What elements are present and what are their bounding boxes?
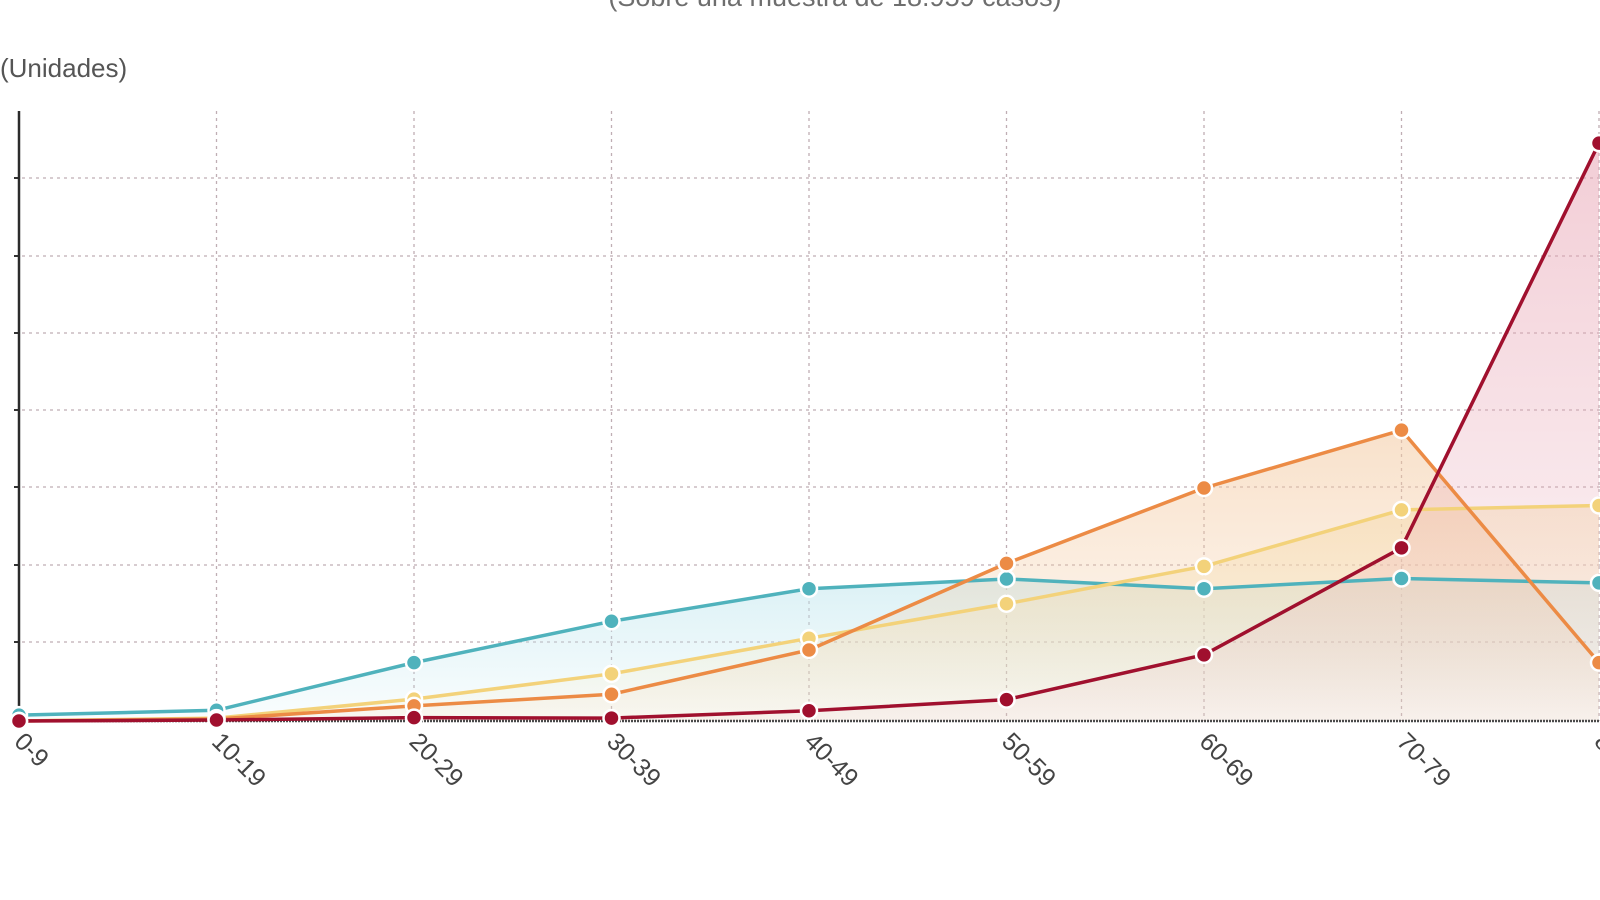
series-point-0-8 xyxy=(1589,573,1600,593)
x-tick-label-7: 70-79 xyxy=(1391,727,1456,792)
x-tick-label-2: 20-29 xyxy=(404,727,469,792)
y-unit-label: (Unidades) xyxy=(0,53,127,83)
series-point-0-6 xyxy=(1194,579,1214,598)
series-point-3-3 xyxy=(602,708,621,728)
axes xyxy=(14,111,1600,723)
series-point-3-7 xyxy=(1392,538,1411,558)
series-point-2-8 xyxy=(1589,653,1600,672)
x-tick-label-8: 80 xyxy=(1589,727,1600,766)
x-tick-label-6: 60-69 xyxy=(1194,727,1259,792)
series-point-1-6 xyxy=(1194,557,1214,576)
x-tick-label-5: 50-59 xyxy=(996,727,1061,792)
series-point-3-4 xyxy=(799,701,819,721)
series-point-2-7 xyxy=(1392,420,1411,440)
x-tick-labels: 0-9 10-19 20-29 30-39 40-49 50-59 60-69 70-79 80 xyxy=(9,727,1600,792)
series-point-0-7 xyxy=(1392,569,1411,588)
series-point-3-6 xyxy=(1194,645,1214,665)
series-points xyxy=(9,133,1600,731)
series-point-0-4 xyxy=(799,579,819,598)
series-point-2-4 xyxy=(799,640,819,660)
series-point-3-2 xyxy=(404,708,424,727)
x-tick-label-0: 0-9 xyxy=(9,727,54,772)
x-tick-label-1: 10-19 xyxy=(206,727,271,792)
series-point-3-8 xyxy=(1589,133,1600,153)
series-point-0-5 xyxy=(997,569,1016,589)
series-point-1-8 xyxy=(1589,496,1600,515)
series-area-3 xyxy=(19,143,1599,721)
series-point-0-3 xyxy=(602,612,621,631)
series-point-2-5 xyxy=(997,554,1016,573)
x-tick-label-4: 40-49 xyxy=(799,727,864,792)
series-point-1-3 xyxy=(602,664,621,684)
series-point-3-5 xyxy=(997,690,1016,709)
series-point-3-0 xyxy=(9,711,29,731)
x-tick-label-3: 30-39 xyxy=(601,727,666,792)
series-point-2-3 xyxy=(602,684,621,704)
series-point-2-6 xyxy=(1194,478,1214,498)
series-point-0-2 xyxy=(404,653,424,672)
series-point-1-5 xyxy=(997,594,1016,614)
series-point-1-7 xyxy=(1392,500,1411,520)
chart-subtitle: (Sobre una muestra de 18.959 casos) xyxy=(608,0,1061,12)
series-point-3-1 xyxy=(207,710,226,730)
